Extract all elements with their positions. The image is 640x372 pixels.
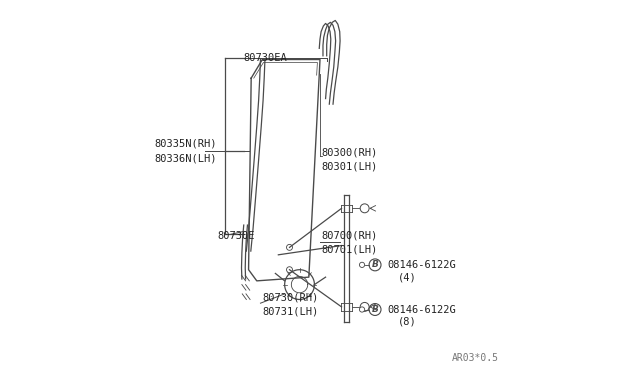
Text: 80700(RH): 80700(RH) <box>322 230 378 240</box>
Circle shape <box>360 262 365 267</box>
Text: (4): (4) <box>398 272 417 282</box>
Circle shape <box>360 204 369 213</box>
Text: 08146-6122G: 08146-6122G <box>387 260 456 270</box>
Circle shape <box>287 267 292 273</box>
Text: B: B <box>372 260 378 269</box>
Circle shape <box>360 302 369 311</box>
Text: 08146-6122G: 08146-6122G <box>387 305 456 314</box>
Circle shape <box>287 244 292 250</box>
Circle shape <box>369 304 381 315</box>
Text: 80300(RH): 80300(RH) <box>322 148 378 157</box>
Text: AR03*0.5: AR03*0.5 <box>452 353 499 363</box>
Text: 80701(LH): 80701(LH) <box>322 244 378 254</box>
Text: B: B <box>372 305 378 314</box>
Text: 80335N(RH): 80335N(RH) <box>154 138 217 148</box>
Text: 80730E: 80730E <box>218 231 255 241</box>
Text: (8): (8) <box>398 317 417 327</box>
Text: 80730(RH): 80730(RH) <box>262 293 319 302</box>
Text: 80731(LH): 80731(LH) <box>262 307 319 317</box>
Text: 80336N(LH): 80336N(LH) <box>154 153 217 163</box>
Text: 80301(LH): 80301(LH) <box>322 162 378 171</box>
Text: 80730EA: 80730EA <box>244 53 287 62</box>
Circle shape <box>369 259 381 271</box>
Circle shape <box>360 307 365 312</box>
